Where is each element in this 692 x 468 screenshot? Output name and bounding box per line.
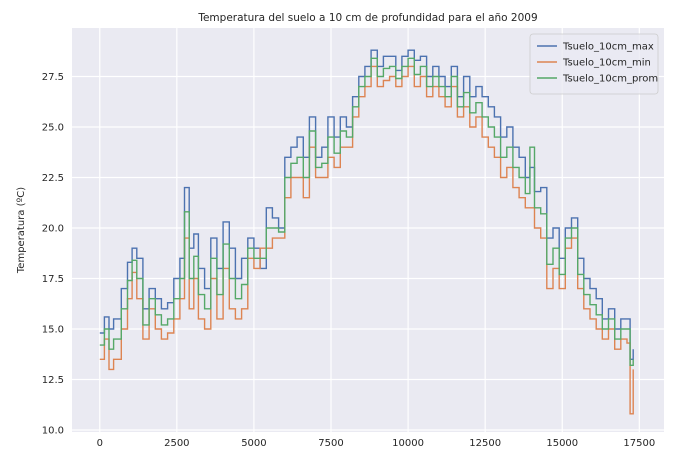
legend: Tsuelo_10cm_max Tsuelo_10cm_min Tsuelo_10c… (529, 33, 659, 95)
y-tick-label: 27.5 (42, 72, 64, 83)
y-tick-label: 22.5 (42, 173, 64, 184)
y-tick-label: 10.0 (42, 425, 64, 436)
grid-lines (72, 28, 664, 432)
y-axis-label: Temperatura (ºC) (16, 187, 27, 274)
y-tick-label: 17.5 (42, 274, 64, 285)
y-tick-label: 15.0 (42, 324, 64, 335)
legend-label: Tsuelo_10cm_prom (562, 74, 658, 85)
x-tick-label: 10000 (392, 438, 424, 449)
x-tick-label: 15000 (546, 438, 578, 449)
x-tick-label: 7500 (318, 438, 343, 449)
y-tick-label: 12.5 (42, 375, 64, 386)
x-tick-label: 12500 (469, 438, 501, 449)
y-tick-labels: 10.0 12.5 15.0 17.5 20.0 22.5 25.0 27.5 (42, 72, 64, 437)
x-tick-label: 17500 (623, 438, 655, 449)
legend-label: Tsuelo_10cm_max (562, 42, 654, 53)
y-tick-label: 25.0 (42, 122, 64, 133)
y-tick-label: 20.0 (42, 223, 64, 234)
series-line-Tsuelo_10cm_prom (99, 57, 634, 366)
legend-label: Tsuelo_10cm_min (562, 58, 651, 69)
x-tick-label: 5000 (241, 438, 266, 449)
chart-title: Temperatura del suelo a 10 cm de profund… (197, 12, 537, 24)
x-tick-label: 0 (97, 438, 103, 449)
x-tick-labels: 0 2500 5000 7500 10000 12500 15000 17500 (97, 438, 656, 449)
x-tick-label: 2500 (164, 438, 189, 449)
legend-box (529, 33, 659, 95)
series-lines (99, 49, 634, 415)
